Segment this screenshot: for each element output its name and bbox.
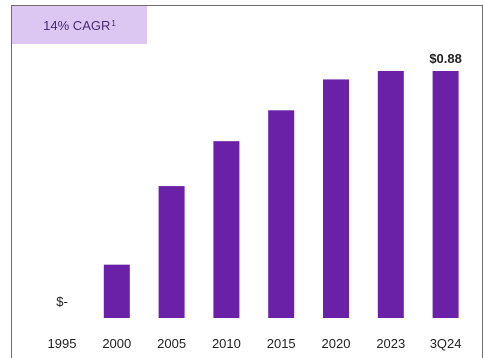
bar-2005 [158,186,185,318]
frame-border-right [482,5,483,358]
frame-border-left [11,5,12,358]
bar-2015 [268,110,295,318]
x-tick-2015: 2015 [267,336,296,351]
x-tick-2010: 2010 [212,336,241,351]
cagr-badge-text: 14% CAGR [43,17,111,33]
bar-3q24 [432,71,459,318]
data-label-1995: $- [56,294,68,309]
x-tick-2005: 2005 [157,336,186,351]
cagr-badge-footnote: 1 [111,18,116,28]
data-label-3q24: $0.88 [429,51,462,66]
bar-2000 [103,264,130,318]
bar-2020 [323,79,349,318]
x-tick-2020: 2020 [322,336,351,351]
bar-2010 [213,141,240,318]
x-tick-2023: 2023 [376,336,405,351]
cagr-badge: 14% CAGR 1 [12,6,147,44]
x-tick-2000: 2000 [102,336,131,351]
x-tick-1995: 1995 [48,336,77,351]
frame-border-top [11,5,483,6]
bar-2023 [377,71,404,318]
x-tick-3q24: 3Q24 [430,336,462,351]
